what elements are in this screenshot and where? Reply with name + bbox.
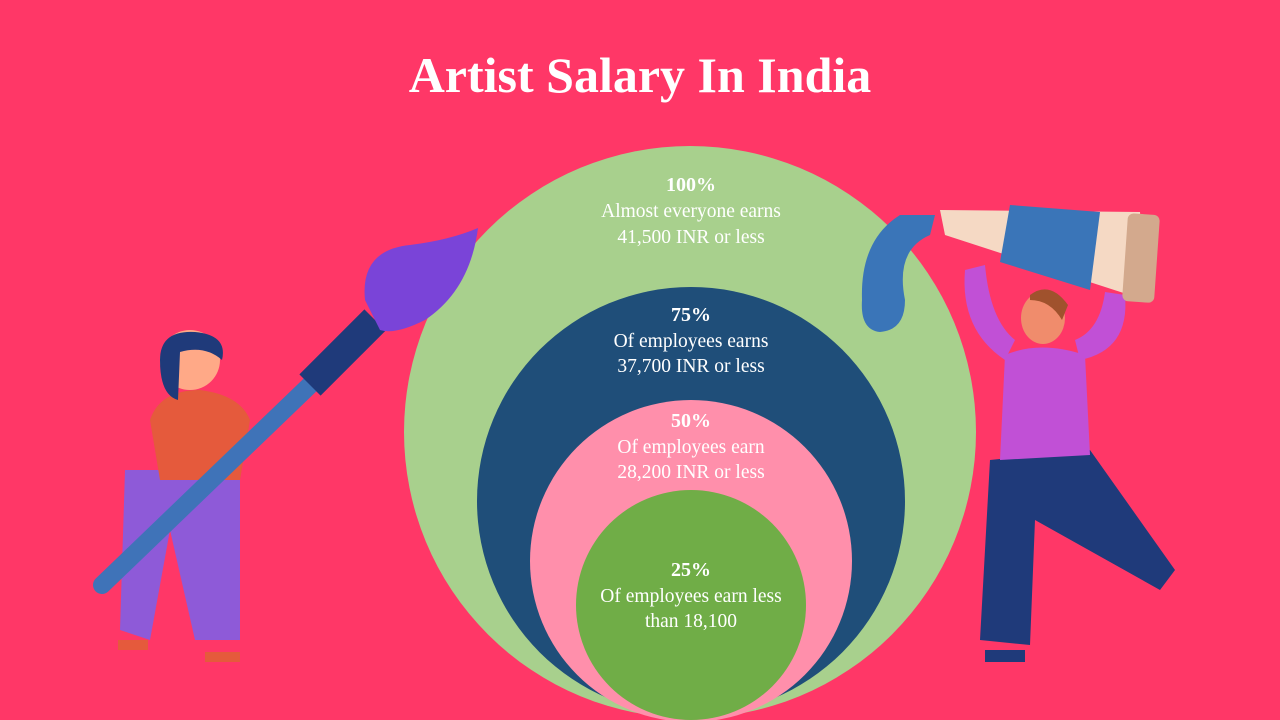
title: Artist Salary In India: [409, 47, 872, 103]
ring-text: 37,700 INR or less: [617, 356, 764, 377]
ring-percent: 75%: [671, 304, 711, 326]
ring-text: 41,500 INR or less: [617, 227, 764, 248]
ring-text: Of employees earn: [617, 437, 765, 458]
ring-text: Of employees earn less: [600, 586, 781, 607]
ring-percent: 100%: [666, 174, 716, 196]
ring-percent: 50%: [671, 410, 711, 432]
ring-percent: 25%: [671, 559, 711, 581]
ring-text: 28,200 INR or less: [617, 462, 764, 483]
ring-inner: [576, 490, 806, 720]
man-illustration: [861, 205, 1175, 662]
brush-illustration: [93, 228, 478, 594]
ring-text: than 18,100: [645, 611, 737, 632]
ring-text: Of employees earns: [614, 331, 769, 352]
ring-text: Almost everyone earns: [601, 201, 781, 222]
